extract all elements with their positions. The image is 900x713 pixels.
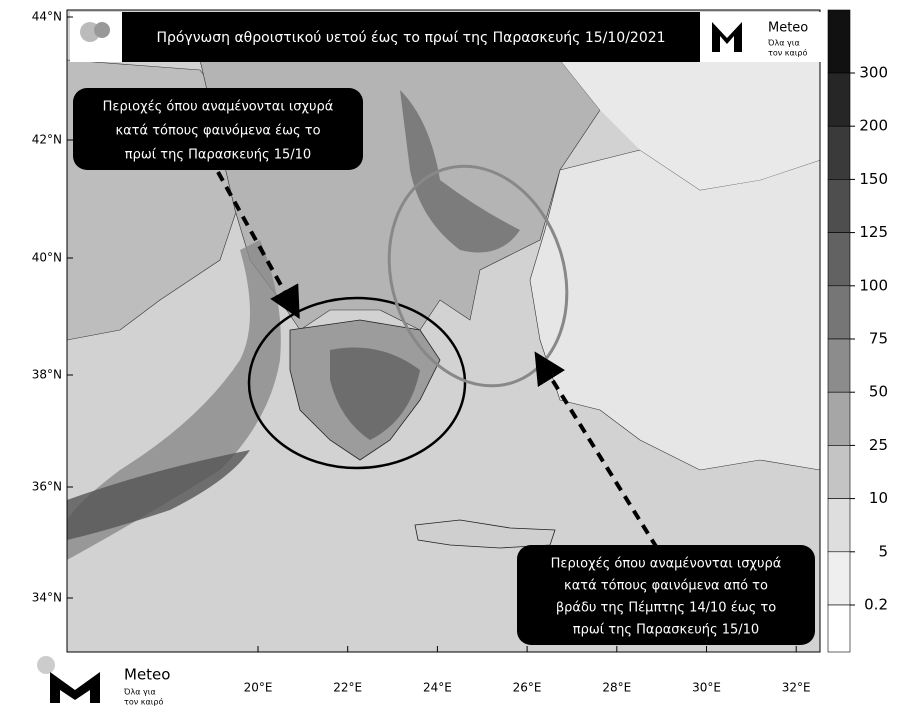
arrow	[534, 351, 659, 550]
black-sea	[560, 60, 820, 190]
lon-label: 22°E	[333, 681, 362, 695]
axes: 44°N 42°N 40°N 38°N 36°N 34°N 20°E 22°E 24°E 26°E…	[32, 10, 811, 695]
annotation-box	[73, 88, 363, 170]
footer-logo-dot	[37, 656, 55, 674]
rain-band-north	[400, 90, 520, 253]
lat-label: 40°N	[32, 251, 62, 265]
lat-label: 36°N	[32, 480, 62, 494]
colorbar-segment	[827, 9, 851, 74]
annotation-line: κατά τόπους φαινόμενα από το	[564, 579, 768, 594]
highlight-ellipse-gray	[387, 164, 569, 388]
annotation-line: πρωί της Παρασκευής 15/10	[125, 148, 311, 163]
annotation-box	[517, 545, 815, 645]
footer-logo-tagline: Όλα για	[123, 687, 156, 697]
colorbar-label: 150	[859, 170, 888, 188]
footer-logo-mark	[50, 672, 100, 703]
weather-icon	[94, 22, 110, 38]
land-turkey	[529, 149, 820, 471]
logo-tagline: τον καιρό	[768, 48, 807, 58]
annotation-line: Περιοχές όπου αναμένονται ισχυρά	[103, 100, 334, 115]
colorbar-segment	[827, 338, 851, 393]
highlight-ellipse-black	[247, 296, 467, 470]
colorbar-segment	[827, 179, 851, 233]
logo-tagline: Όλα για	[767, 38, 800, 48]
colorbar-label: 200	[859, 117, 888, 135]
colorbar-label: 25	[869, 436, 888, 454]
title: Πρόγνωση αθροιστικού υετού έως το πρωί τ…	[156, 30, 665, 46]
map-frame	[66, 9, 821, 653]
lat-label: 42°N	[32, 133, 62, 147]
colorbar-segment	[827, 551, 851, 606]
annotations: Περιοχές όπου αναμένονται ισχυρά κατά τόπ…	[103, 100, 782, 638]
lon-label: 28°E	[602, 681, 631, 695]
lat-label: 38°N	[32, 368, 62, 382]
logo-mark	[712, 22, 742, 52]
logo-box	[700, 12, 822, 62]
colorbar-label: 10	[869, 489, 888, 507]
footer-logo-name: Meteo	[124, 666, 170, 684]
colorbar-segment	[827, 232, 851, 287]
colorbar-segment	[827, 125, 851, 180]
annotation-line: Περιοχές όπου αναμένονται ισχυρά	[551, 557, 782, 572]
footer-logo-tagline: τον καιρό	[124, 697, 163, 707]
colorbar-segment	[827, 391, 851, 446]
colorbar-label: 125	[859, 223, 888, 241]
annotation-line: κατά τόπους φαινόμενα έως το	[115, 124, 320, 139]
lon-label: 30°E	[692, 681, 721, 695]
colorbar-segment	[827, 285, 851, 340]
colorbar-label: 100	[859, 276, 888, 294]
title-bar	[122, 12, 700, 62]
lon-label: 26°E	[513, 681, 542, 695]
colorbar-label: 75	[869, 330, 888, 348]
arrow	[216, 171, 300, 319]
colorbar-segment	[827, 604, 851, 653]
colorbar-segment	[827, 72, 851, 127]
lat-label: 44°N	[32, 10, 62, 24]
colorbar-segment	[827, 445, 851, 499]
colorbar-label: 50	[869, 383, 888, 401]
lat-label: 34°N	[32, 591, 62, 605]
annotation-line: βράδυ της Πέμπτης 14/10 έως το	[556, 601, 776, 616]
annotation-line: πρωί της Παρασκευής 15/10	[573, 623, 759, 638]
lon-label: 24°E	[423, 681, 452, 695]
lon-label: 20°E	[244, 681, 273, 695]
logo-name: Meteo	[768, 21, 808, 36]
colorbar-label: 0.2	[864, 596, 888, 614]
rain-band	[67, 240, 281, 560]
colorbar: 300 200 150 125 100 75 50 25 10 5 0.2	[827, 9, 888, 653]
colorbar-label: 300	[859, 64, 888, 82]
lon-label: 32°E	[782, 681, 811, 695]
colorbar-label: 5	[878, 542, 888, 560]
colorbar-segment	[827, 498, 851, 553]
rain-band-heavy	[67, 450, 250, 540]
rain-core	[330, 347, 420, 440]
